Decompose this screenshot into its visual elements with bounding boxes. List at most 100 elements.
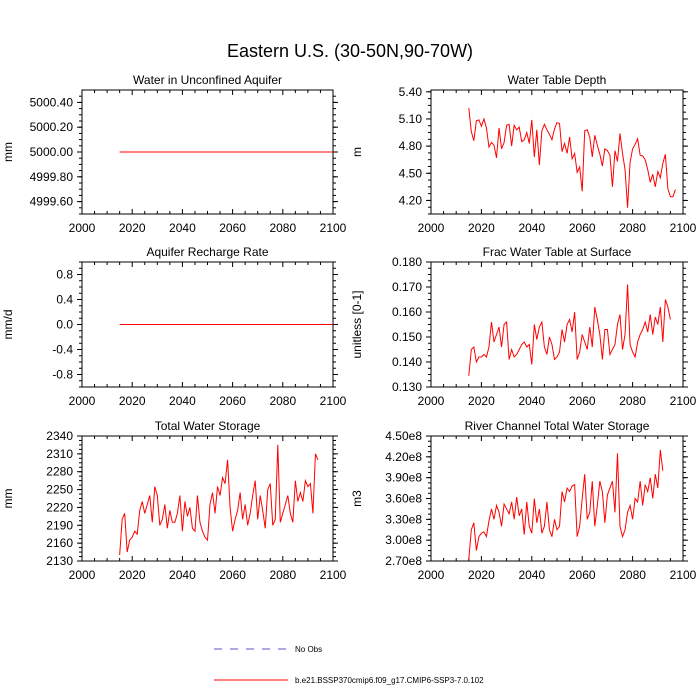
chart-panel-3: Aquifer Recharge Rate mm/d 2000 2020 2040 206…: [1, 245, 347, 408]
legend-label-model-run: b.e21.BSSP370cmip6.f09_g17.CMIP6-SSP3-7.…: [295, 676, 484, 685]
x-tick-label: 2020: [119, 394, 146, 408]
y-axis-label: mm: [1, 489, 15, 509]
x-tick-label: 2000: [69, 221, 96, 235]
y-tick-label: 0.4: [56, 293, 73, 307]
y-tick-label: 2310: [46, 447, 73, 461]
y-tick-label: 0.130: [392, 380, 422, 394]
y-tick-label: 2130: [46, 554, 73, 568]
x-tick-label: 2060: [219, 221, 246, 235]
x-tick-label: 2080: [269, 394, 296, 408]
y-tick-label: 4.50e8: [385, 429, 422, 443]
y-tick-label: 0.140: [392, 355, 422, 369]
x-tick-label: 2060: [569, 394, 596, 408]
y-tick-label: 2160: [46, 536, 73, 550]
chart-panel-6: River Channel Total Water Storage m3 2000 2…: [350, 419, 697, 582]
x-tick-label: 2020: [468, 394, 495, 408]
y-tick-label: 2190: [46, 518, 73, 532]
series-line: [468, 284, 671, 376]
chart-title: Water in Unconfined Aquifer: [133, 73, 282, 87]
x-tick-label: 2000: [418, 568, 445, 582]
x-tick-label: 2000: [418, 394, 445, 408]
y-tick-label: 3.90e8: [385, 471, 422, 485]
y-tick-label: 3.00e8: [385, 533, 422, 547]
y-tick-label: 2250: [46, 483, 73, 497]
x-tick-label: 2020: [468, 221, 495, 235]
x-tick-label: 2060: [219, 568, 246, 582]
x-tick-label: 2000: [69, 394, 96, 408]
y-tick-label: 2220: [46, 500, 73, 514]
x-tick-label: 2020: [119, 221, 146, 235]
plot-frame: [430, 261, 684, 388]
y-tick-label: 4.20: [399, 193, 423, 207]
y-tick-label: -0.8: [52, 368, 73, 382]
chart-panel-5: Total Water Storage mm 2000 2020 2040 2060 208…: [1, 419, 347, 582]
y-axis-label: mm: [1, 142, 15, 162]
chart-panel-2: Water Table Depth m 2000 2020 2040 2060 2080 21…: [350, 73, 697, 235]
y-tick-label: 5.40: [399, 85, 423, 99]
legend-label-no-obs: No Obs: [295, 645, 322, 654]
x-tick-label: 2100: [670, 568, 697, 582]
chart-title: Water Table Depth: [508, 73, 607, 87]
x-tick-label: 2060: [219, 394, 246, 408]
y-tick-label: 0.170: [392, 280, 422, 294]
series-line: [468, 449, 664, 560]
x-tick-label: 2100: [670, 221, 697, 235]
y-tick-label: 0.150: [392, 330, 422, 344]
y-tick-label: 2280: [46, 465, 73, 479]
figure-title: Eastern U.S. (30-50N,90-70W): [227, 41, 473, 61]
chart-panel-1: Water in Unconfined Aquifer mm 2000 2020 204…: [1, 73, 347, 235]
y-tick-label: 0.0: [56, 318, 73, 332]
y-tick-label: 5.10: [399, 112, 423, 126]
chart-title: Frac Water Table at Surface: [483, 245, 632, 259]
chart-panel-4: Frac Water Table at Surface unitless [0-1…: [350, 245, 697, 408]
y-tick-label: 5000.20: [30, 120, 74, 134]
y-axis-label: unitless [0-1]: [350, 290, 364, 358]
y-tick-label: 0.160: [392, 305, 422, 319]
y-tick-label: 4.50: [399, 166, 423, 180]
x-tick-label: 2040: [518, 568, 545, 582]
x-tick-label: 2020: [119, 568, 146, 582]
x-tick-label: 2000: [69, 568, 96, 582]
y-tick-label: 5000.40: [30, 95, 74, 109]
x-tick-label: 2020: [468, 568, 495, 582]
y-tick-label: 4999.60: [30, 195, 74, 209]
y-tick-label: 0.180: [392, 255, 422, 269]
x-tick-label: 2100: [320, 394, 347, 408]
x-tick-label: 2040: [169, 221, 196, 235]
x-tick-label: 2100: [320, 568, 347, 582]
series-line: [119, 444, 319, 556]
series-line: [468, 108, 676, 208]
chart-title: River Channel Total Water Storage: [465, 419, 650, 433]
x-tick-label: 2080: [269, 568, 296, 582]
x-tick-label: 2080: [619, 221, 646, 235]
y-tick-label: -0.4: [52, 343, 73, 357]
y-tick-label: 3.60e8: [385, 492, 422, 506]
x-tick-label: 2060: [569, 221, 596, 235]
x-tick-label: 2080: [619, 394, 646, 408]
panels: Water in Unconfined Aquifer mm 2000 2020 204…: [1, 73, 697, 582]
plot-frame: [81, 435, 334, 562]
y-axis-label: m3: [350, 490, 364, 507]
legend: No Obs b.e21.BSSP370cmip6.f09_g17.CMIP6-…: [214, 645, 484, 685]
chart-title: Total Water Storage: [155, 419, 261, 433]
y-axis-label: m: [350, 147, 364, 157]
x-tick-label: 2040: [169, 568, 196, 582]
y-tick-label: 2340: [46, 429, 73, 443]
y-tick-label: 3.30e8: [385, 512, 422, 526]
y-tick-label: 0.8: [56, 268, 73, 282]
y-tick-label: 4.20e8: [385, 450, 422, 464]
x-tick-label: 2060: [569, 568, 596, 582]
y-tick-label: 5000.00: [30, 145, 74, 159]
y-axis-label: mm/d: [1, 310, 15, 340]
x-tick-label: 2080: [619, 568, 646, 582]
x-tick-label: 2100: [670, 394, 697, 408]
x-tick-label: 2000: [418, 221, 445, 235]
y-tick-label: 4999.80: [30, 170, 74, 184]
x-tick-label: 2040: [169, 394, 196, 408]
x-tick-label: 2100: [320, 221, 347, 235]
x-tick-label: 2040: [518, 394, 545, 408]
plot-frame: [430, 435, 684, 562]
x-tick-label: 2080: [269, 221, 296, 235]
y-tick-label: 4.80: [399, 139, 423, 153]
